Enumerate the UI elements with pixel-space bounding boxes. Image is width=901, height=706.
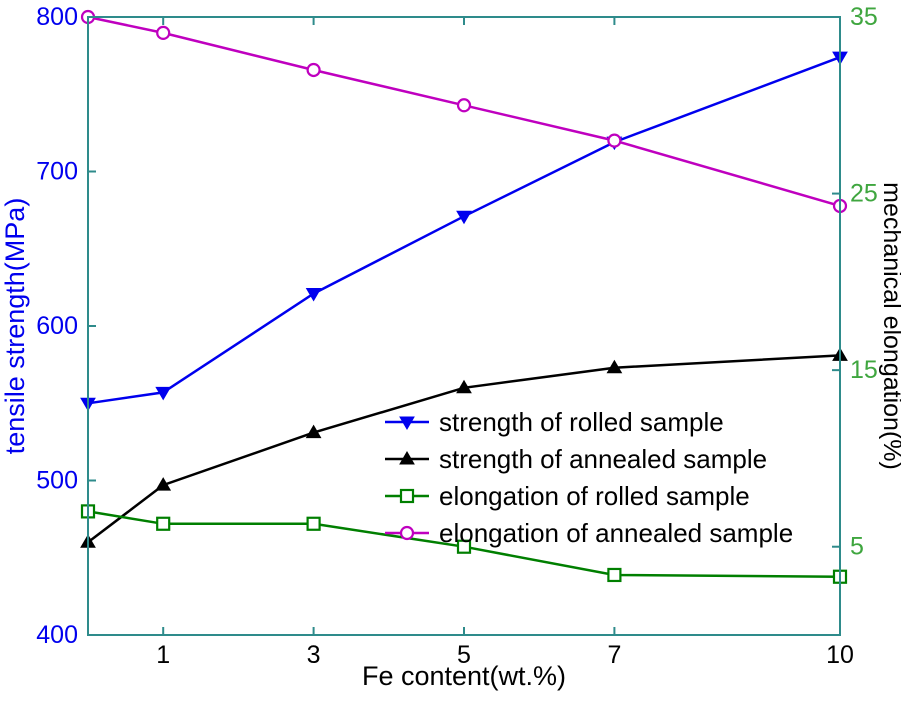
right-tick-label: 35 [850,3,878,31]
legend-marker-0 [399,416,415,430]
right-axis-label: mechanical elongation(%) [878,182,901,470]
series-line-2 [87,510,841,578]
x-tick-label: 7 [607,641,621,669]
series-marker-1 [305,424,322,439]
left-tick-label: 500 [36,467,78,495]
legend-label-1: strength of annealed sample [439,444,767,474]
series-marker-2 [456,539,472,554]
left-tick-label: 700 [36,158,78,186]
left-tick-label: 600 [36,312,78,340]
legend-marker-1 [399,451,415,465]
x-axis-label: Fe content(wt.%) [362,661,566,691]
series-marker-2 [156,516,171,531]
left-axis-label: tensile strength(MPa) [0,198,30,455]
right-tick-label: 5 [850,533,864,561]
series-line-0 [87,56,841,405]
x-tick-label: 1 [156,641,170,669]
right-tick-label: 15 [850,356,878,384]
series-marker-1 [456,379,472,394]
series-marker-3 [156,25,171,40]
left-tick-label: 800 [36,3,78,31]
series-marker-3 [456,98,472,113]
left-tick-label: 400 [36,621,78,649]
legend-marker-3 [399,525,415,541]
series-marker-1 [155,477,172,491]
series-marker-3 [306,62,321,78]
x-tick-label: 10 [826,641,854,669]
series-marker-0 [305,288,322,302]
legend-label-3: elongation of annealed sample [439,518,793,548]
series-line-1 [87,354,841,544]
series-marker-0 [155,386,172,401]
series-marker-2 [306,516,321,531]
right-tick-label: 25 [850,180,878,208]
legend-marker-2 [399,488,415,504]
series-marker-2 [607,567,622,583]
series-marker-0 [456,210,472,225]
legend-label-0: strength of rolled sample [439,407,724,437]
legend-label-2: elongation of rolled sample [439,481,750,511]
series-marker-3 [607,133,622,148]
x-tick-label: 5 [457,641,471,669]
series-line-3 [87,15,841,208]
series-marker-1 [606,359,623,374]
x-tick-label: 3 [307,641,321,669]
